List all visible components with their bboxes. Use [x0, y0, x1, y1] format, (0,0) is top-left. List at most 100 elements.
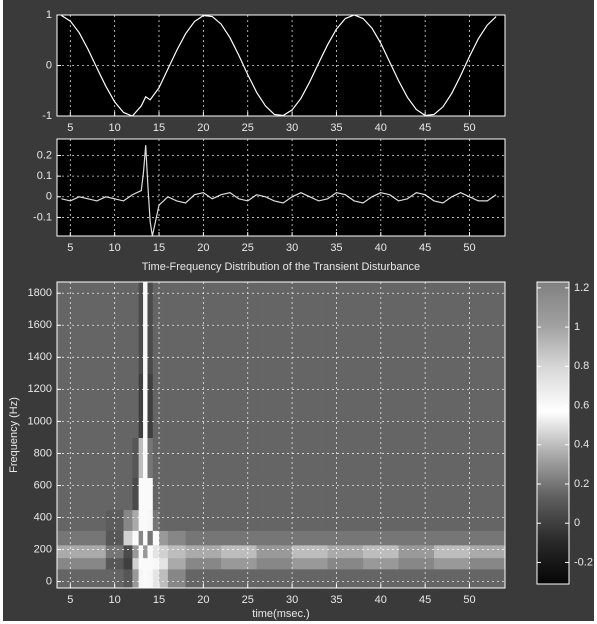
- x-tick-label: 5: [67, 242, 73, 254]
- heatmap-cell: [434, 477, 471, 511]
- heatmap-cell: [123, 437, 134, 479]
- x-tick-label: 5: [67, 594, 73, 606]
- plot-area: [61, 15, 497, 116]
- heatmap-cell: [152, 477, 160, 511]
- plot-area: [57, 282, 505, 588]
- heatmap-cell: [143, 477, 149, 511]
- x-tick-label: 50: [463, 122, 475, 134]
- x-tick-label: 20: [197, 122, 209, 134]
- y-tick-label: 800: [34, 447, 52, 459]
- x-tick-label: 25: [242, 122, 254, 134]
- heatmap-cell: [123, 544, 134, 559]
- heatmap-cell: [159, 557, 169, 570]
- heatmap-cell: [132, 373, 140, 439]
- heatmap-cell: [138, 282, 144, 374]
- heatmap-cell: [152, 282, 160, 374]
- heatmap-cell: [132, 568, 140, 588]
- heatmap-cell: [167, 568, 187, 588]
- heatmap-cell: [434, 373, 471, 439]
- colorbar-tick-label: 0.4: [574, 439, 589, 451]
- heatmap-cell: [469, 477, 505, 511]
- heatmap-cell: [159, 477, 169, 511]
- x-tick-label: 35: [330, 594, 342, 606]
- x-tick-label: 10: [109, 594, 121, 606]
- heatmap-cell: [327, 373, 364, 439]
- colorbar: [536, 281, 570, 585]
- colorbar-tick-label: 0: [574, 517, 580, 529]
- heatmap-cell: [138, 530, 144, 546]
- heatmap-cell: [147, 530, 154, 546]
- x-tick-label: 35: [330, 122, 342, 134]
- chart-title: Time-Frequency Distribution of the Trans…: [142, 261, 420, 273]
- heatmap-cell: [57, 282, 107, 374]
- heatmap-cell: [434, 282, 471, 374]
- heatmap-cell: [57, 373, 107, 439]
- heatmap-cell: [469, 282, 505, 374]
- heatmap-cell: [57, 437, 107, 479]
- heatmap-cell: [143, 437, 149, 479]
- x-tick-label: 35: [330, 242, 342, 254]
- heatmap-cell: [57, 568, 107, 588]
- heatmap-cell: [132, 557, 140, 570]
- x-tick-label: 15: [153, 242, 165, 254]
- y-tick-label: 1400: [28, 351, 52, 363]
- signal-line: [61, 15, 497, 116]
- heatmap-cell: [167, 437, 187, 479]
- plot-background: [57, 139, 505, 236]
- heatmap-cell: [57, 557, 107, 570]
- heatmap-cell: [327, 568, 364, 588]
- heatmap-cell: [132, 282, 140, 374]
- heatmap-cell: [123, 530, 134, 546]
- heatmap-cell: [152, 373, 160, 439]
- heatmap-cell: [292, 568, 329, 588]
- heatmap-cell: [292, 373, 329, 439]
- signal-line: [61, 145, 497, 236]
- x-tick-label: 40: [375, 594, 387, 606]
- colorbar-tick-label: 1.2: [574, 282, 589, 294]
- heatmap-cell: [256, 437, 293, 479]
- heatmap-cell: [123, 568, 134, 588]
- y-tick-label: 1800: [28, 287, 52, 299]
- heatmap-cell: [327, 437, 364, 479]
- colorbar-tick-label: 0.2: [574, 478, 589, 490]
- heatmap-cell: [143, 282, 149, 374]
- y-tick-label: 0.2: [37, 149, 52, 161]
- heatmap-cell: [292, 437, 329, 479]
- heatmap-cell: [469, 568, 505, 588]
- y-tick-label: -0.1: [33, 211, 52, 223]
- heatmap-cell: [434, 544, 471, 559]
- heatmap-cell: [132, 544, 140, 559]
- heatmap-cell: [185, 509, 222, 531]
- heatmap-cell: [256, 373, 293, 439]
- heatmap-cell: [147, 568, 154, 588]
- heatmap-cell: [167, 530, 187, 546]
- heatmap-cell: [221, 568, 258, 588]
- x-tick-label: 20: [197, 594, 209, 606]
- heatmap-cell: [398, 557, 435, 570]
- x-tick-label: 15: [153, 594, 165, 606]
- heatmap-cell: [147, 373, 154, 439]
- axes-frame: [56, 138, 506, 237]
- heatmap-cell: [105, 373, 125, 439]
- x-tick-label: 30: [286, 594, 298, 606]
- heatmap-cell: [434, 557, 471, 570]
- heatmap-cell: [143, 530, 149, 546]
- heatmap-cell: [159, 282, 169, 374]
- heatmap-cell: [469, 544, 505, 559]
- heatmap-cell: [138, 477, 144, 511]
- y-tick-label: 1200: [28, 383, 52, 395]
- heatmap-cell: [398, 530, 435, 546]
- heatmap-cell: [138, 509, 144, 531]
- heatmap-cell: [167, 557, 187, 570]
- heatmap-cell: [398, 373, 435, 439]
- heatmap-cell: [159, 544, 169, 559]
- heatmap-cell: [159, 437, 169, 479]
- heatmap-cell: [152, 544, 160, 559]
- heatmap-cell: [152, 568, 160, 588]
- heatmap-cell: [292, 477, 329, 511]
- colorbar-tick-label: 1: [574, 321, 580, 333]
- heatmap-cell: [327, 282, 364, 374]
- x-tick-label: 10: [109, 122, 121, 134]
- heatmap-cell: [57, 477, 107, 511]
